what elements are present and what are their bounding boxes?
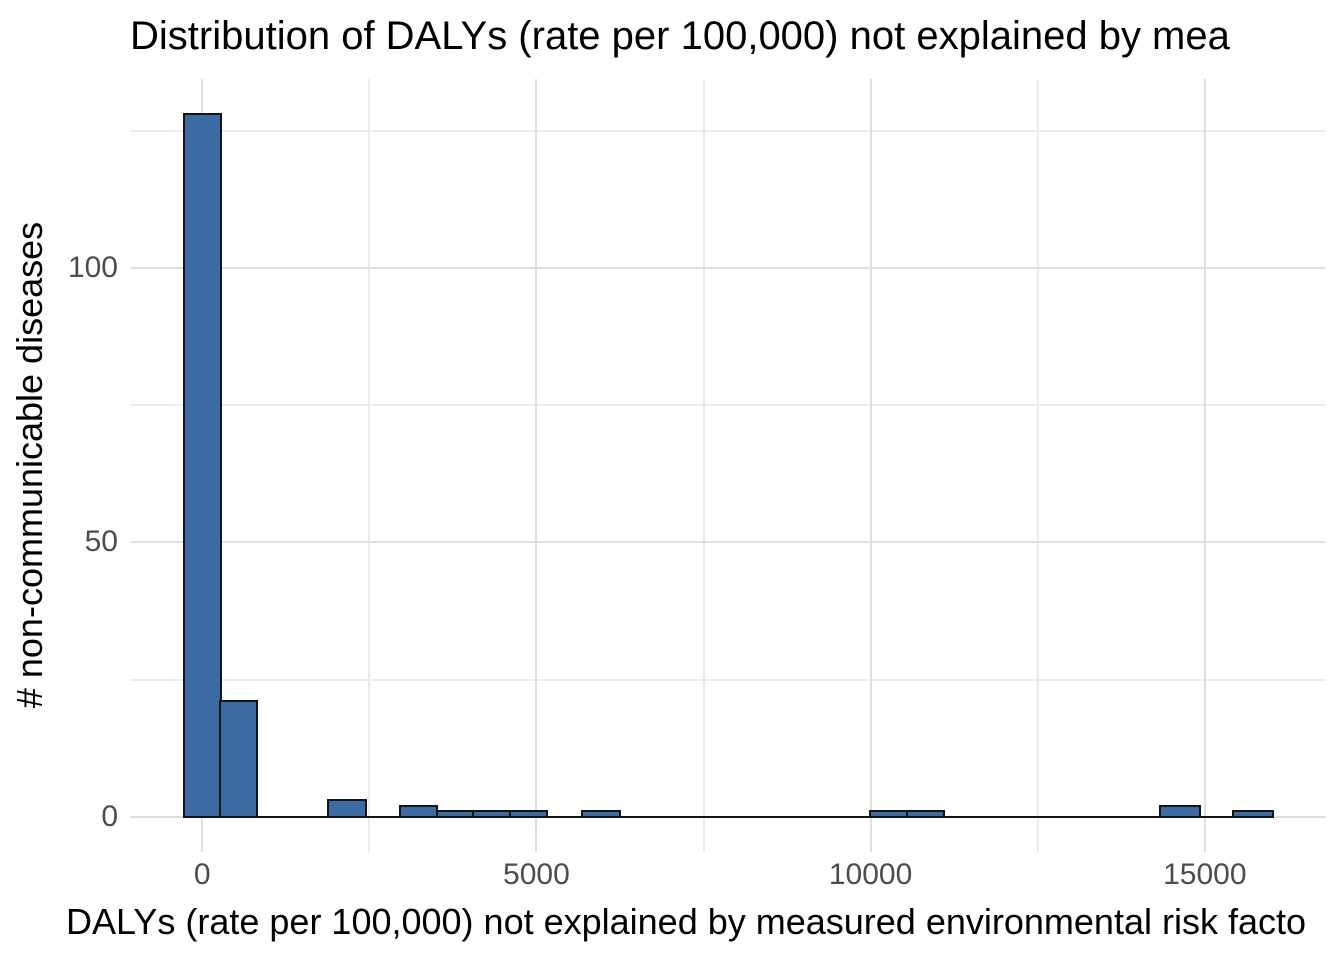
x-axis-title: DALYs (rate per 100,000) not explained b… (66, 901, 1306, 942)
y-tick-label: 50 (84, 525, 118, 559)
gridline-minor-x (1036, 79, 1039, 852)
x-tick-label: 15000 (1163, 858, 1247, 891)
histogram-bar (435, 810, 475, 819)
gridline-major-y (130, 266, 1326, 269)
zero-count-baseline (182, 815, 1274, 819)
histogram-bar (398, 804, 439, 819)
histogram-bar (327, 799, 367, 819)
histogram-bar (472, 810, 512, 819)
gridline-major-y (130, 541, 1326, 544)
histogram-bar (1158, 804, 1202, 819)
x-tick-label: 0 (193, 858, 211, 891)
chart-title: Distribution of DALYs (rate per 100,000)… (130, 14, 1230, 58)
gridline-major-x (869, 79, 872, 852)
histogram-bar (182, 112, 222, 819)
plot-panel (130, 79, 1326, 852)
histogram-bar (509, 810, 548, 819)
gridline-minor-y (130, 678, 1326, 681)
histogram-bar (906, 810, 946, 819)
y-tick-label: 0 (101, 799, 118, 833)
gridline-major-x (535, 79, 538, 852)
gridline-minor-x (702, 79, 705, 852)
gridline-minor-y (130, 404, 1326, 407)
y-tick-label: 100 (67, 250, 118, 284)
gridline-major-x (1203, 79, 1206, 852)
histogram-bar (218, 700, 258, 819)
x-tick-label: 10000 (828, 858, 913, 891)
histogram-bar (869, 810, 909, 819)
gridline-minor-x (368, 79, 371, 852)
histogram-bar (581, 810, 621, 819)
histogram-bar (1232, 810, 1274, 819)
x-tick-label: 5000 (503, 858, 570, 891)
y-axis-title: # non-communicable diseases (9, 221, 50, 709)
gridline-minor-y (130, 129, 1326, 132)
